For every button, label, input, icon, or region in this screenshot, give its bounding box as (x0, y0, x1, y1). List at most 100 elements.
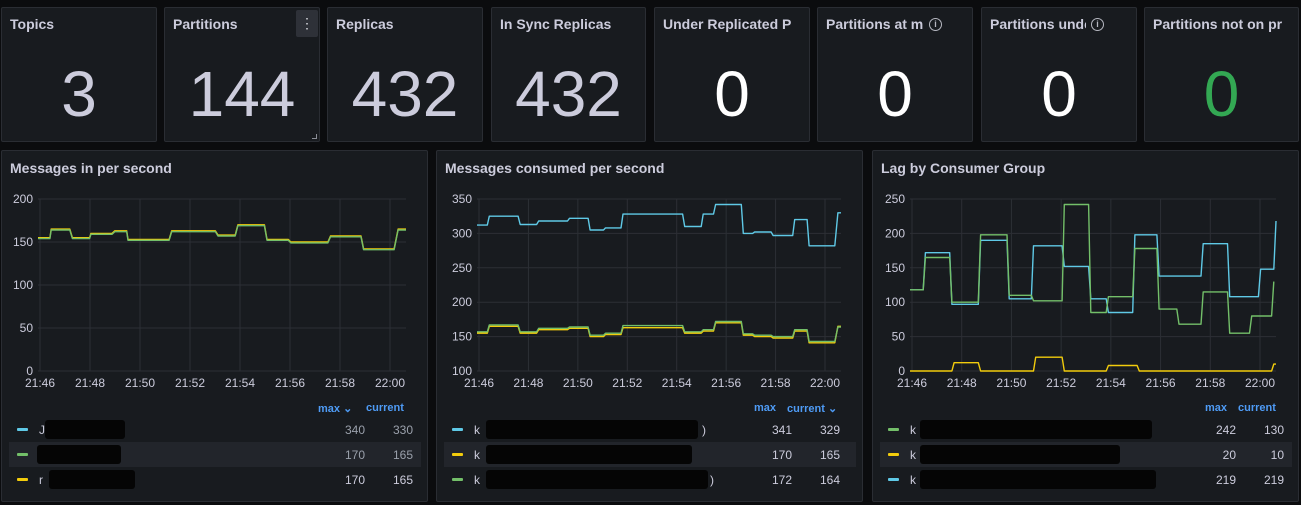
info-icon[interactable]: i (1091, 18, 1104, 31)
series-name-suffix: ) (710, 473, 714, 487)
series-current: 165 (819, 448, 840, 462)
series-color-swatch (888, 453, 899, 456)
x-tick-label: 21:56 (711, 376, 741, 390)
y-tick-label: 150 (13, 235, 33, 249)
panel-title: Messages consumed per second (445, 160, 665, 176)
legend-current-header[interactable]: current (366, 402, 404, 414)
stat-panel-in-sync-replicas[interactable]: In Sync Replicas 432 (491, 7, 646, 142)
series-line-yellow (910, 356, 1276, 372)
x-tick-label: 21:54 (225, 376, 255, 390)
chart-lag-by-consumer-group: 0 50 100 150 200 250 21:46 21:48 21:50 21:52 21:54… (885, 192, 1277, 390)
y-tick-label: 100 (885, 295, 905, 309)
x-tick-label: 21:56 (1146, 376, 1176, 390)
legend-row[interactable]: k 242 130 (880, 417, 1292, 442)
x-tick-label: 21:52 (1046, 376, 1076, 390)
x-tick-label: 21:50 (996, 376, 1026, 390)
x-tick-label: 21:56 (275, 376, 305, 390)
series-name: k (910, 423, 916, 437)
legend-max-header[interactable]: max (754, 402, 777, 414)
redaction-mark (486, 420, 698, 439)
x-tick-label: 21:46 (897, 376, 927, 390)
series-name: r (39, 473, 43, 487)
legend-row[interactable]: J 340 330 (9, 417, 421, 442)
stat-value: 144 (188, 58, 296, 130)
x-tick-label: 21:58 (325, 376, 355, 390)
series-max: 170 (771, 448, 792, 462)
series-max: 170 (344, 473, 365, 487)
stat-value: 0 (1203, 58, 1240, 130)
stat-title: Partitions unde (990, 16, 1086, 32)
resize-handle-icon[interactable] (312, 134, 317, 139)
y-tick-label: 200 (13, 192, 33, 206)
series-max: 341 (771, 423, 792, 437)
series-current: 10 (1270, 448, 1284, 462)
panel-lag-by-consumer-group[interactable]: Lag by Consumer Group 0 50 100 150 200 250 21:… (872, 150, 1299, 502)
chart-messages-consumed: 100 150 200 250 300 350 21:46 21:48 21:50 21:52 21… (452, 192, 841, 390)
series-current: 130 (1263, 423, 1284, 437)
series-max: 20 (1222, 448, 1236, 462)
x-tick-label: 21:52 (612, 376, 642, 390)
x-tick-label: 21:58 (761, 376, 791, 390)
info-icon[interactable]: i (929, 18, 942, 31)
legend-row[interactable]: r 170 165 (9, 467, 421, 492)
legend-max-header[interactable]: max ⌄ (318, 403, 353, 415)
series-max: 242 (1215, 423, 1236, 437)
x-tick-label: 22:00 (1245, 376, 1275, 390)
series-line-green (477, 320, 841, 343)
stat-panel-not-on-preferred[interactable]: Partitions not on pr 0 (1144, 7, 1299, 142)
y-tick-label: 50 (20, 321, 34, 335)
legend-row[interactable]: k ) 341 329 (444, 417, 856, 442)
y-tick-label: 250 (452, 261, 472, 275)
legend-row[interactable]: k 170 165 (444, 442, 856, 467)
series-name: k (910, 473, 916, 487)
stat-panel-replicas[interactable]: Replicas 432 (327, 7, 483, 142)
series-current: 164 (819, 473, 840, 487)
redaction-mark (920, 420, 1152, 439)
series-line-blue (910, 220, 1277, 314)
stat-panel-topics[interactable]: Topics 3 (1, 7, 157, 142)
stat-value: 432 (515, 58, 622, 130)
panel-title: Messages in per second (10, 160, 172, 176)
stat-title: Under Replicated P (663, 16, 791, 32)
panel-messages-in[interactable]: Messages in per second 0 50 100 150 200 21:46… (1, 150, 428, 502)
legend-row[interactable]: k 20 10 (880, 442, 1292, 467)
legend-current-header[interactable]: current ⌄ (787, 403, 838, 415)
y-tick-label: 0 (898, 364, 905, 378)
redaction-mark (486, 470, 708, 489)
stat-value: 0 (1041, 58, 1077, 130)
stat-panel-partitions[interactable]: Partitions ⋮ 144 (164, 7, 320, 142)
x-tick-label: 22:00 (810, 376, 840, 390)
x-tick-label: 21:50 (125, 376, 155, 390)
legend-row[interactable]: k ) 172 164 (444, 467, 856, 492)
stat-panel-under-replicated[interactable]: Under Replicated P 0 (654, 7, 810, 142)
series-max: 172 (771, 473, 792, 487)
y-tick-label: 200 (452, 295, 472, 309)
stat-value: 0 (877, 58, 913, 130)
y-tick-label: 350 (452, 192, 472, 206)
series-name: k (474, 448, 480, 462)
panel-messages-consumed[interactable]: Messages consumed per second 100 150 200 25… (436, 150, 863, 502)
x-tick-label: 21:46 (464, 376, 494, 390)
series-line-green (910, 203, 1275, 334)
series-color-swatch (888, 428, 899, 431)
x-tick-label: 22:00 (375, 376, 405, 390)
panel-menu-icon[interactable]: ⋮ (296, 10, 318, 37)
legend-row[interactable]: k 170 165 (9, 442, 421, 467)
series-line-green (38, 224, 406, 251)
series-current: 165 (392, 448, 413, 462)
legend-current-header[interactable]: current (1238, 402, 1276, 414)
x-tick-label: 21:54 (1096, 376, 1126, 390)
series-color-swatch (888, 478, 899, 481)
legend-row[interactable]: k 219 219 (880, 467, 1292, 492)
stat-title: Replicas (336, 16, 394, 32)
stat-panel-partitions-under-min[interactable]: Partitions unde i 0 (981, 7, 1137, 142)
y-tick-label: 150 (452, 330, 472, 344)
y-tick-label: 300 (452, 226, 472, 240)
series-color-swatch (452, 478, 463, 481)
redaction-mark (49, 470, 135, 489)
legend-max-header[interactable]: max (1205, 402, 1228, 414)
series-max: 219 (1215, 473, 1236, 487)
stat-title: Partitions (173, 16, 238, 32)
stat-panel-partitions-at-min[interactable]: Partitions at m i 0 (817, 7, 973, 142)
series-current: 219 (1263, 473, 1284, 487)
